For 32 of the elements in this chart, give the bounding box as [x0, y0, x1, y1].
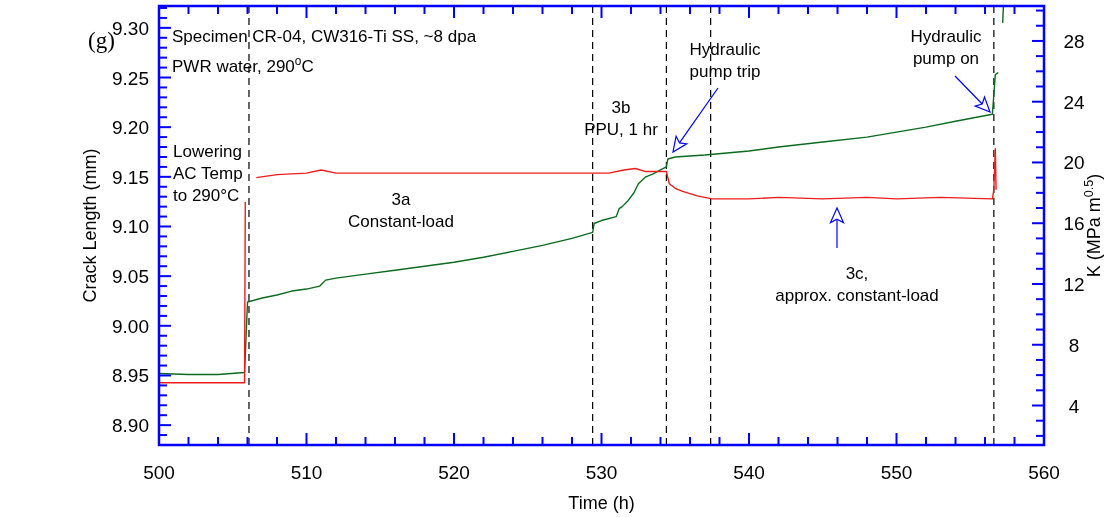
y-tick-label: 9.20	[112, 117, 149, 139]
annotation: Hydraulic pump on	[910, 27, 982, 69]
y2-tick-label: 24	[1063, 91, 1085, 113]
annotation: Hydraulic pump trip	[689, 40, 761, 82]
y2-tick-label: 16	[1063, 213, 1085, 235]
x-tick-label: 540	[733, 462, 765, 483]
annotation: 3a Constant-load	[348, 190, 454, 232]
y-tick-label: 9.25	[112, 67, 149, 89]
annotation: 3c, approx. constant-load	[775, 264, 939, 306]
x-tick-label: 530	[585, 462, 618, 483]
x-tick-label: 510	[290, 462, 323, 483]
y2-tick-label: 12	[1063, 273, 1085, 295]
x-tick-label: 560	[1028, 462, 1060, 483]
y2-tick-label: 8	[1068, 334, 1080, 356]
y-tick-label: 8.95	[112, 365, 149, 387]
y-tick-label: 8.90	[112, 415, 149, 437]
y2-tick-label: 20	[1063, 152, 1085, 174]
y2-tick-label: 4	[1068, 395, 1080, 417]
y-tick-label: 9.00	[112, 315, 149, 337]
y-tick-label: 9.05	[112, 266, 149, 288]
y-tick-label: 9.10	[112, 216, 149, 238]
y-tick-label: 9.15	[112, 166, 149, 188]
annotation: PWR water, 290$^{o}$C	[172, 54, 314, 76]
annotation: Lowering AC Temp to 290°C	[173, 142, 243, 206]
y2-tick-label: 28	[1063, 30, 1085, 52]
x-tick-label: 500	[143, 462, 175, 483]
y-axis-title: Crack Length (mm)	[80, 148, 100, 303]
x-tick-label: 520	[438, 462, 470, 483]
annotation: 3b PPU, 1 hr	[584, 98, 659, 140]
annotation: Specimen CR-04, CW316-Ti SS, ~8 dpa	[172, 27, 477, 46]
x-axis-title: Time (h)	[568, 493, 635, 513]
x-tick-label: 550	[880, 462, 913, 483]
